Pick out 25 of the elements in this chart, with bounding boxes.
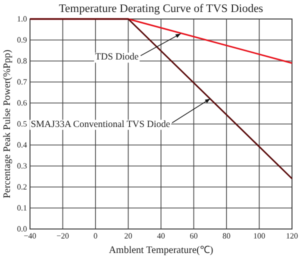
x-tick-label: 0	[94, 232, 98, 241]
y-tick-label: 0.1	[17, 204, 27, 213]
y-tick-label: 0.9	[17, 36, 27, 45]
y-tick-label: 0.4	[17, 140, 27, 150]
x-tick-label: −20	[56, 232, 70, 241]
x-tick-label: 60	[190, 232, 198, 241]
y-tick-label: 1.0	[17, 14, 27, 24]
y-tick-label: 0.3	[17, 162, 27, 171]
annotation: TDS Diode	[95, 52, 139, 63]
x-tick-label: 100	[253, 232, 266, 241]
x-axis-title: Amblent Temperature(℃)	[108, 245, 214, 256]
y-tick-label: 0.7	[17, 78, 27, 87]
y-axis-title: Percentage Peak Pulse Power(%Ppp)	[2, 50, 13, 198]
x-tick-label: 120	[286, 232, 298, 241]
x-tick-label: 80	[222, 232, 230, 241]
x-tick-label: 40	[157, 232, 165, 241]
x-tick-label: 20	[124, 232, 132, 241]
y-tick-label: 0.5	[17, 120, 27, 129]
chart-title: Temperature Derating Curve of TVS Diodes	[58, 3, 264, 15]
y-tick-label: 0.0	[17, 224, 27, 234]
annotation: SMAJ33A Conventional TVS Diode	[30, 120, 170, 130]
y-tick-label: 0.6	[17, 98, 27, 108]
x-tick-label: −40	[24, 232, 36, 241]
y-tick-label: 0.8	[17, 56, 27, 66]
y-tick-label: 0.2	[17, 182, 27, 192]
